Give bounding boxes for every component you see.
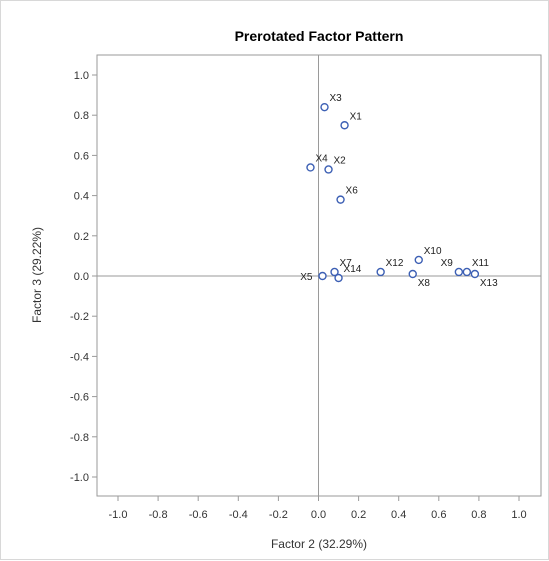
y-tick-label: -0.4 <box>70 351 89 363</box>
point-label-x8: X8 <box>418 278 431 289</box>
x-tick-label: -0.4 <box>229 509 248 521</box>
x-tick-label: -0.2 <box>269 509 288 521</box>
y-tick-label: 0.8 <box>74 110 89 122</box>
x-tick-label: -0.8 <box>149 509 168 521</box>
data-point-x1 <box>340 121 349 130</box>
data-point-x14 <box>334 273 343 283</box>
x-axis-label: Factor 2 (32.29%) <box>271 537 367 551</box>
data-point-x10 <box>414 255 423 265</box>
x-tick-label: 0.0 <box>311 509 326 521</box>
data-point-x3 <box>320 102 329 112</box>
x-tick-label: -0.6 <box>189 509 208 521</box>
x-tick-label: 0.2 <box>351 509 366 521</box>
data-point-x4 <box>306 163 315 172</box>
y-tick-label: -0.2 <box>70 311 89 323</box>
data-point-x5 <box>318 271 327 281</box>
y-tick-label: -0.8 <box>70 432 89 444</box>
data-point-x7 <box>330 267 339 277</box>
chart-title: Prerotated Factor Pattern <box>235 28 404 44</box>
y-tick-label: 0.4 <box>74 191 89 203</box>
point-label-x2: X2 <box>334 155 347 166</box>
point-label-x14: X14 <box>344 264 362 275</box>
y-tick-label: -0.6 <box>70 392 89 404</box>
y-axis-label: Factor 3 (29.22%) <box>30 227 44 323</box>
y-tick-label: -1.0 <box>70 472 89 484</box>
point-label-x11: X11 <box>472 258 489 269</box>
x-tick-label: 1.0 <box>511 509 526 521</box>
point-label-x5: X5 <box>300 272 313 283</box>
y-tick-label: 1.0 <box>74 70 89 82</box>
x-tick-label: -1.0 <box>109 509 128 521</box>
y-tick-label: 0.0 <box>74 271 89 283</box>
y-tick-label: 0.2 <box>74 231 89 243</box>
x-tick-label: 0.6 <box>431 509 446 521</box>
data-point-x6 <box>336 195 345 204</box>
data-point-x12 <box>376 267 385 277</box>
point-label-x7: X7 <box>340 258 353 269</box>
x-tick-label: 0.4 <box>391 509 406 521</box>
data-point-x11 <box>462 267 472 277</box>
y-tick-label: 0.6 <box>74 150 89 162</box>
point-label-x10: X10 <box>424 246 442 257</box>
point-label-x13: X13 <box>480 278 498 289</box>
point-label-x6: X6 <box>346 186 359 197</box>
data-point-x8 <box>408 269 417 279</box>
data-point-x13 <box>470 269 480 279</box>
x-tick-label: 0.8 <box>471 509 486 521</box>
data-point-x2 <box>324 165 333 174</box>
point-label-x1: X1 <box>350 111 363 122</box>
point-label-x9: X9 <box>441 258 454 269</box>
point-label-x3: X3 <box>330 93 343 104</box>
point-label-x4: X4 <box>315 153 328 164</box>
data-point-x9 <box>454 267 464 277</box>
point-label-x12: X12 <box>386 258 404 269</box>
